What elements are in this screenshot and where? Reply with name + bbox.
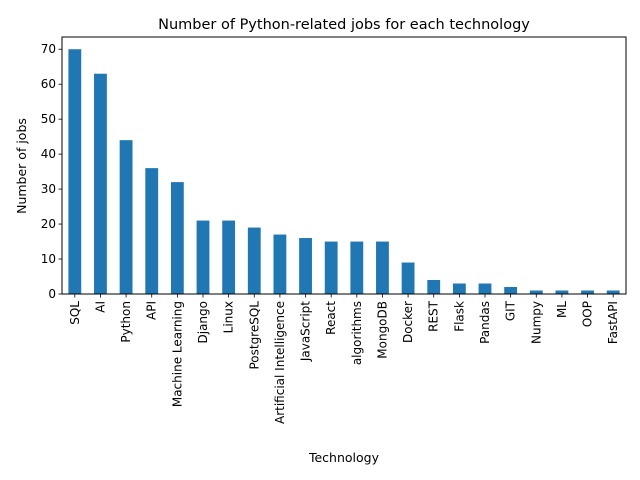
bar-mongodb xyxy=(376,241,389,294)
bar-artificial-intelligence xyxy=(273,234,287,294)
x-tick-label: React xyxy=(324,301,338,335)
y-tick-label: 30 xyxy=(41,182,56,196)
bar-algorithms xyxy=(350,241,364,294)
x-tick-label: Python xyxy=(119,301,133,343)
x-tick-label: AI xyxy=(93,301,107,313)
bar-docker xyxy=(401,262,415,294)
bar-machine-learning xyxy=(170,182,184,294)
chart-title: Number of Python-related jobs for each t… xyxy=(158,17,530,33)
bar-git xyxy=(504,287,518,294)
bar-rest xyxy=(427,280,441,294)
y-axis-label: Number of jobs xyxy=(14,118,29,214)
bar-ai xyxy=(94,73,107,294)
x-tick-label: OOP xyxy=(581,301,595,327)
x-tick-label: Docker xyxy=(401,301,415,343)
x-tick-label: Pandas xyxy=(478,301,492,344)
x-tick-label: API xyxy=(145,301,159,320)
x-tick-label: MongoDB xyxy=(375,301,389,359)
x-axis: SQL AI Python API Machine Learning Django Linu… xyxy=(68,294,620,424)
x-tick-label: Numpy xyxy=(529,301,543,344)
y-tick-label: 20 xyxy=(41,217,56,231)
x-tick-label: REST xyxy=(427,300,441,332)
x-tick-label: PostgreSQL xyxy=(247,301,261,370)
bar-django xyxy=(196,220,210,294)
bar-python xyxy=(119,140,133,294)
x-tick-label: FastAPI xyxy=(606,301,620,344)
bar-oop xyxy=(581,290,594,294)
bar-sql xyxy=(68,49,82,294)
x-tick-label: Machine Learning xyxy=(170,301,184,407)
bar-flask xyxy=(452,283,466,294)
y-tick-label: 70 xyxy=(41,42,56,56)
y-tick-label: 0 xyxy=(48,287,56,301)
bar-ml xyxy=(555,290,569,294)
y-tick-label: 10 xyxy=(41,252,56,266)
x-axis-label: Technology xyxy=(308,450,380,465)
x-tick-label: Linux xyxy=(222,301,236,333)
x-tick-label: Django xyxy=(196,301,210,344)
x-tick-label: Flask xyxy=(452,301,466,332)
x-tick-label: GIT xyxy=(504,300,518,321)
bars-group xyxy=(68,49,620,294)
x-tick-label: SQL xyxy=(68,301,82,325)
y-tick-label: 40 xyxy=(41,147,56,161)
bar-linux xyxy=(222,220,236,294)
bar-javascript xyxy=(299,238,312,294)
y-tick-label: 60 xyxy=(41,77,56,91)
bar-pandas xyxy=(478,283,492,294)
bar-numpy xyxy=(529,290,543,294)
y-axis: 0 10 20 30 40 50 60 70 xyxy=(41,42,62,301)
plot-frame xyxy=(61,36,627,295)
y-tick-label: 50 xyxy=(41,112,56,126)
x-tick-label: ML xyxy=(555,301,569,318)
x-tick-label: JavaScript xyxy=(299,301,313,362)
bar-fastapi xyxy=(606,290,620,294)
x-tick-label: Artificial Intelligence xyxy=(273,301,287,424)
bar-postgresql xyxy=(247,227,261,294)
bar-react xyxy=(324,241,338,294)
bar-api xyxy=(145,168,159,294)
x-tick-label: algorithms xyxy=(350,301,364,365)
